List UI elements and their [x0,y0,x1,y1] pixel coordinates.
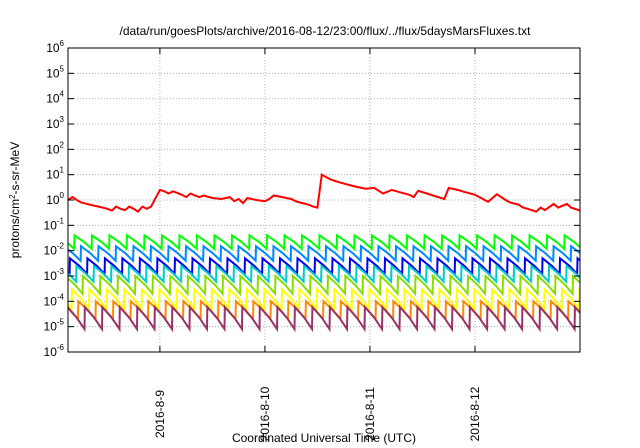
y-tick-label: 10-3 [44,267,65,283]
x-tick-label: 2016-8-12 [468,386,482,441]
y-tick-exponent: 1 [60,166,65,175]
y-tick-base: 10 [44,244,58,258]
series-line-9 [68,304,580,333]
series-line-5 [68,263,580,285]
y-tick-exponent: -5 [57,318,65,327]
y-tick-label: 100 [46,191,64,207]
y-tick-label: 101 [46,166,64,182]
series-line-6 [68,273,580,297]
y-tick-base: 10 [46,117,60,131]
y-tick-base: 10 [46,142,60,156]
y-tick-label: 10-2 [44,242,65,258]
x-axis-label: Coordinated Universal Time (UTC) [232,431,416,445]
y-tick-label: 10-6 [44,343,65,359]
y-tick-label: 106 [46,39,64,55]
y-tick-exponent: -4 [57,292,65,301]
y-tick-label: 105 [46,64,64,80]
ticks [68,47,580,353]
chart-title: /data/run/goesPlots/archive/2016-08-12/2… [120,24,532,38]
y-tick-exponent: -3 [57,267,65,276]
x-tick-label: 2016-8-9 [153,390,167,438]
y-tick-base: 10 [46,193,60,207]
y-tick-exponent: -6 [57,343,65,352]
y-tick-labels: 10-610-510-410-310-210-11001011021031041… [44,39,65,359]
y-tick-base: 10 [44,345,58,359]
y-tick-base: 10 [46,41,60,55]
y-tick-exponent: 0 [60,191,65,200]
y-tick-base: 10 [46,92,60,106]
y-tick-base: 10 [44,218,58,232]
y-tick-base: 10 [44,269,58,283]
series-line-4 [68,256,580,277]
y-tick-exponent: 6 [60,39,65,48]
series-line-7 [68,286,580,312]
y-tick-exponent: -1 [57,216,65,225]
y-tick-base: 10 [46,168,60,182]
y-axis-label: protons/cm2-s-sr-MeV [8,142,23,258]
x-tick-labels: 2016-8-9 2016-8-10 2016-8-11 2016-8-12 [153,386,482,441]
x-tick-label: 2016-8-11 [363,387,377,441]
y-tick-label: 104 [46,90,64,106]
y-tick-base: 10 [44,320,58,334]
y-tick-base: 10 [44,294,58,308]
y-tick-label: 103 [46,115,64,131]
y-tick-label: 10-4 [44,292,65,308]
y-axis-label-sup: 2 [8,194,17,199]
series-line-1 [68,173,580,213]
y-tick-exponent: 2 [60,140,65,149]
y-tick-exponent: 4 [60,90,65,99]
series-line-3 [68,244,580,264]
y-axis-label-pre: protons/cm [8,199,22,258]
series-line-2 [68,233,580,251]
y-axis-label-post: -s-sr-MeV [8,142,22,195]
y-tick-label: 10-5 [44,318,65,334]
y-tick-exponent: 5 [60,64,65,73]
y-tick-exponent: -2 [57,242,65,251]
y-tick-label: 10-1 [44,216,65,232]
grid [68,48,580,352]
y-tick-label: 102 [46,140,64,156]
series-layer [68,173,580,333]
x-tick-label: 2016-8-10 [258,386,272,441]
y-tick-base: 10 [46,66,60,80]
y-tick-exponent: 3 [60,115,65,124]
